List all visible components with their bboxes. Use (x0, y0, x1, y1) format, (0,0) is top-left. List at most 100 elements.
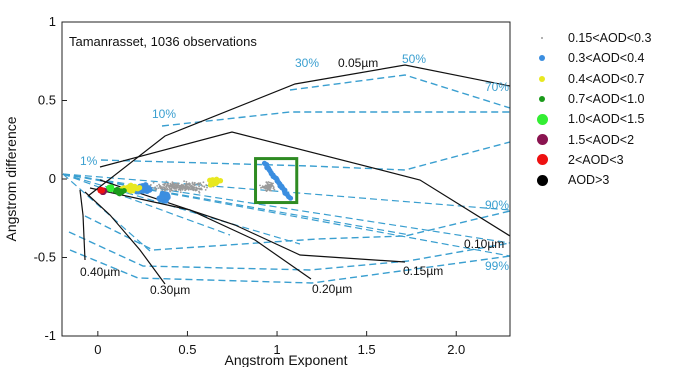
legend-marker-dot (541, 37, 543, 40)
data-point (168, 189, 171, 191)
legend-label: 2<AOD<3 (568, 152, 624, 167)
data-point (270, 185, 273, 187)
data-point (191, 181, 194, 184)
legend-item: 1.0<AOD<1.5 (530, 109, 675, 129)
grid-fraction-label: 50% (402, 52, 426, 66)
legend-item: AOD>3 (530, 170, 675, 190)
data-point (192, 189, 195, 192)
data-point (158, 183, 160, 186)
legend-marker (530, 174, 554, 186)
data-point (200, 187, 203, 190)
data-point (206, 186, 208, 189)
data-point (177, 182, 180, 185)
data-point (268, 181, 271, 184)
legend-marker (530, 75, 554, 82)
legend-item: 2<AOD<3 (530, 150, 675, 170)
data-point (203, 186, 206, 188)
data-point (173, 187, 176, 190)
data-point (201, 185, 204, 187)
x-tick-label: 1 (273, 342, 280, 357)
data-point (259, 186, 262, 189)
data-point (266, 183, 269, 186)
legend-marker (530, 37, 554, 40)
data-point (165, 186, 168, 189)
data-point (175, 189, 178, 192)
data-point (149, 183, 152, 186)
data-point (170, 184, 172, 187)
legend-marker-dot (536, 113, 548, 125)
data-point (98, 187, 106, 194)
data-point (267, 181, 270, 183)
grid-radius-label: 0.15µm (403, 264, 443, 278)
data-point (185, 185, 188, 188)
data-point (172, 185, 175, 188)
legend-marker-dot (539, 55, 545, 62)
legend-label: 1.0<AOD<1.5 (568, 112, 645, 127)
highlight-box (254, 157, 299, 205)
chart-title: Tamanrasset, 1036 observations (69, 34, 257, 49)
grid-fraction-curve (289, 74, 510, 109)
data-point (167, 184, 170, 187)
data-point (191, 182, 194, 185)
legend-marker (530, 134, 554, 146)
data-point (198, 190, 200, 193)
x-tick-label: 0 (94, 342, 101, 357)
grid-fraction-label: 10% (152, 107, 176, 121)
data-point (194, 188, 197, 191)
x-tick-label: 2.0 (447, 342, 465, 357)
data-point (265, 181, 268, 184)
retrieval-grid (62, 64, 510, 285)
data-point (163, 186, 166, 189)
data-point (181, 188, 184, 191)
data-point (180, 183, 183, 186)
grid-radius-curve (87, 64, 510, 197)
data-point (174, 186, 177, 189)
data-points (97, 160, 294, 204)
grid-radius-curve (79, 189, 86, 261)
grid-radius-curve (89, 187, 312, 280)
data-point (178, 185, 181, 188)
data-point (185, 183, 187, 185)
data-point (174, 182, 177, 185)
grid-fraction-curve (161, 111, 510, 127)
legend-marker (530, 113, 554, 125)
data-point (169, 188, 172, 191)
grid-radius-label: 0.10µm (464, 237, 504, 251)
data-point (169, 190, 172, 193)
legend-marker (530, 96, 554, 103)
data-point (164, 188, 167, 191)
data-point (187, 186, 190, 189)
legend-label: 1.5<AOD<2 (568, 132, 635, 147)
data-point (200, 183, 203, 186)
data-point (171, 181, 174, 184)
data-point (184, 186, 187, 189)
grid-fraction-label: 30% (295, 56, 319, 70)
data-point (267, 186, 270, 189)
data-point (168, 186, 171, 189)
legend-item: 1.5<AOD<2 (530, 129, 675, 149)
grid-fraction-curve (68, 231, 510, 271)
data-point (156, 184, 159, 187)
legend-item: 0.15<AOD<0.3 (530, 28, 675, 48)
data-point (264, 189, 267, 192)
data-point (191, 186, 194, 189)
data-point (178, 188, 181, 191)
data-point (175, 183, 178, 186)
data-point (204, 188, 207, 191)
data-point (185, 180, 188, 183)
data-point (131, 185, 138, 192)
data-point (166, 182, 169, 185)
data-point (107, 185, 115, 193)
data-point (183, 180, 186, 183)
data-point (159, 185, 162, 188)
grid-radius-curve (99, 131, 510, 237)
grid-fraction-label: 70% (485, 80, 509, 94)
y-tick-label: -0.5 (34, 250, 56, 265)
grid-fraction-ray (62, 173, 510, 244)
data-point (269, 186, 272, 189)
data-point (164, 182, 167, 185)
legend-marker-dot (539, 75, 545, 82)
data-point (287, 195, 294, 201)
legend-marker (530, 55, 554, 62)
